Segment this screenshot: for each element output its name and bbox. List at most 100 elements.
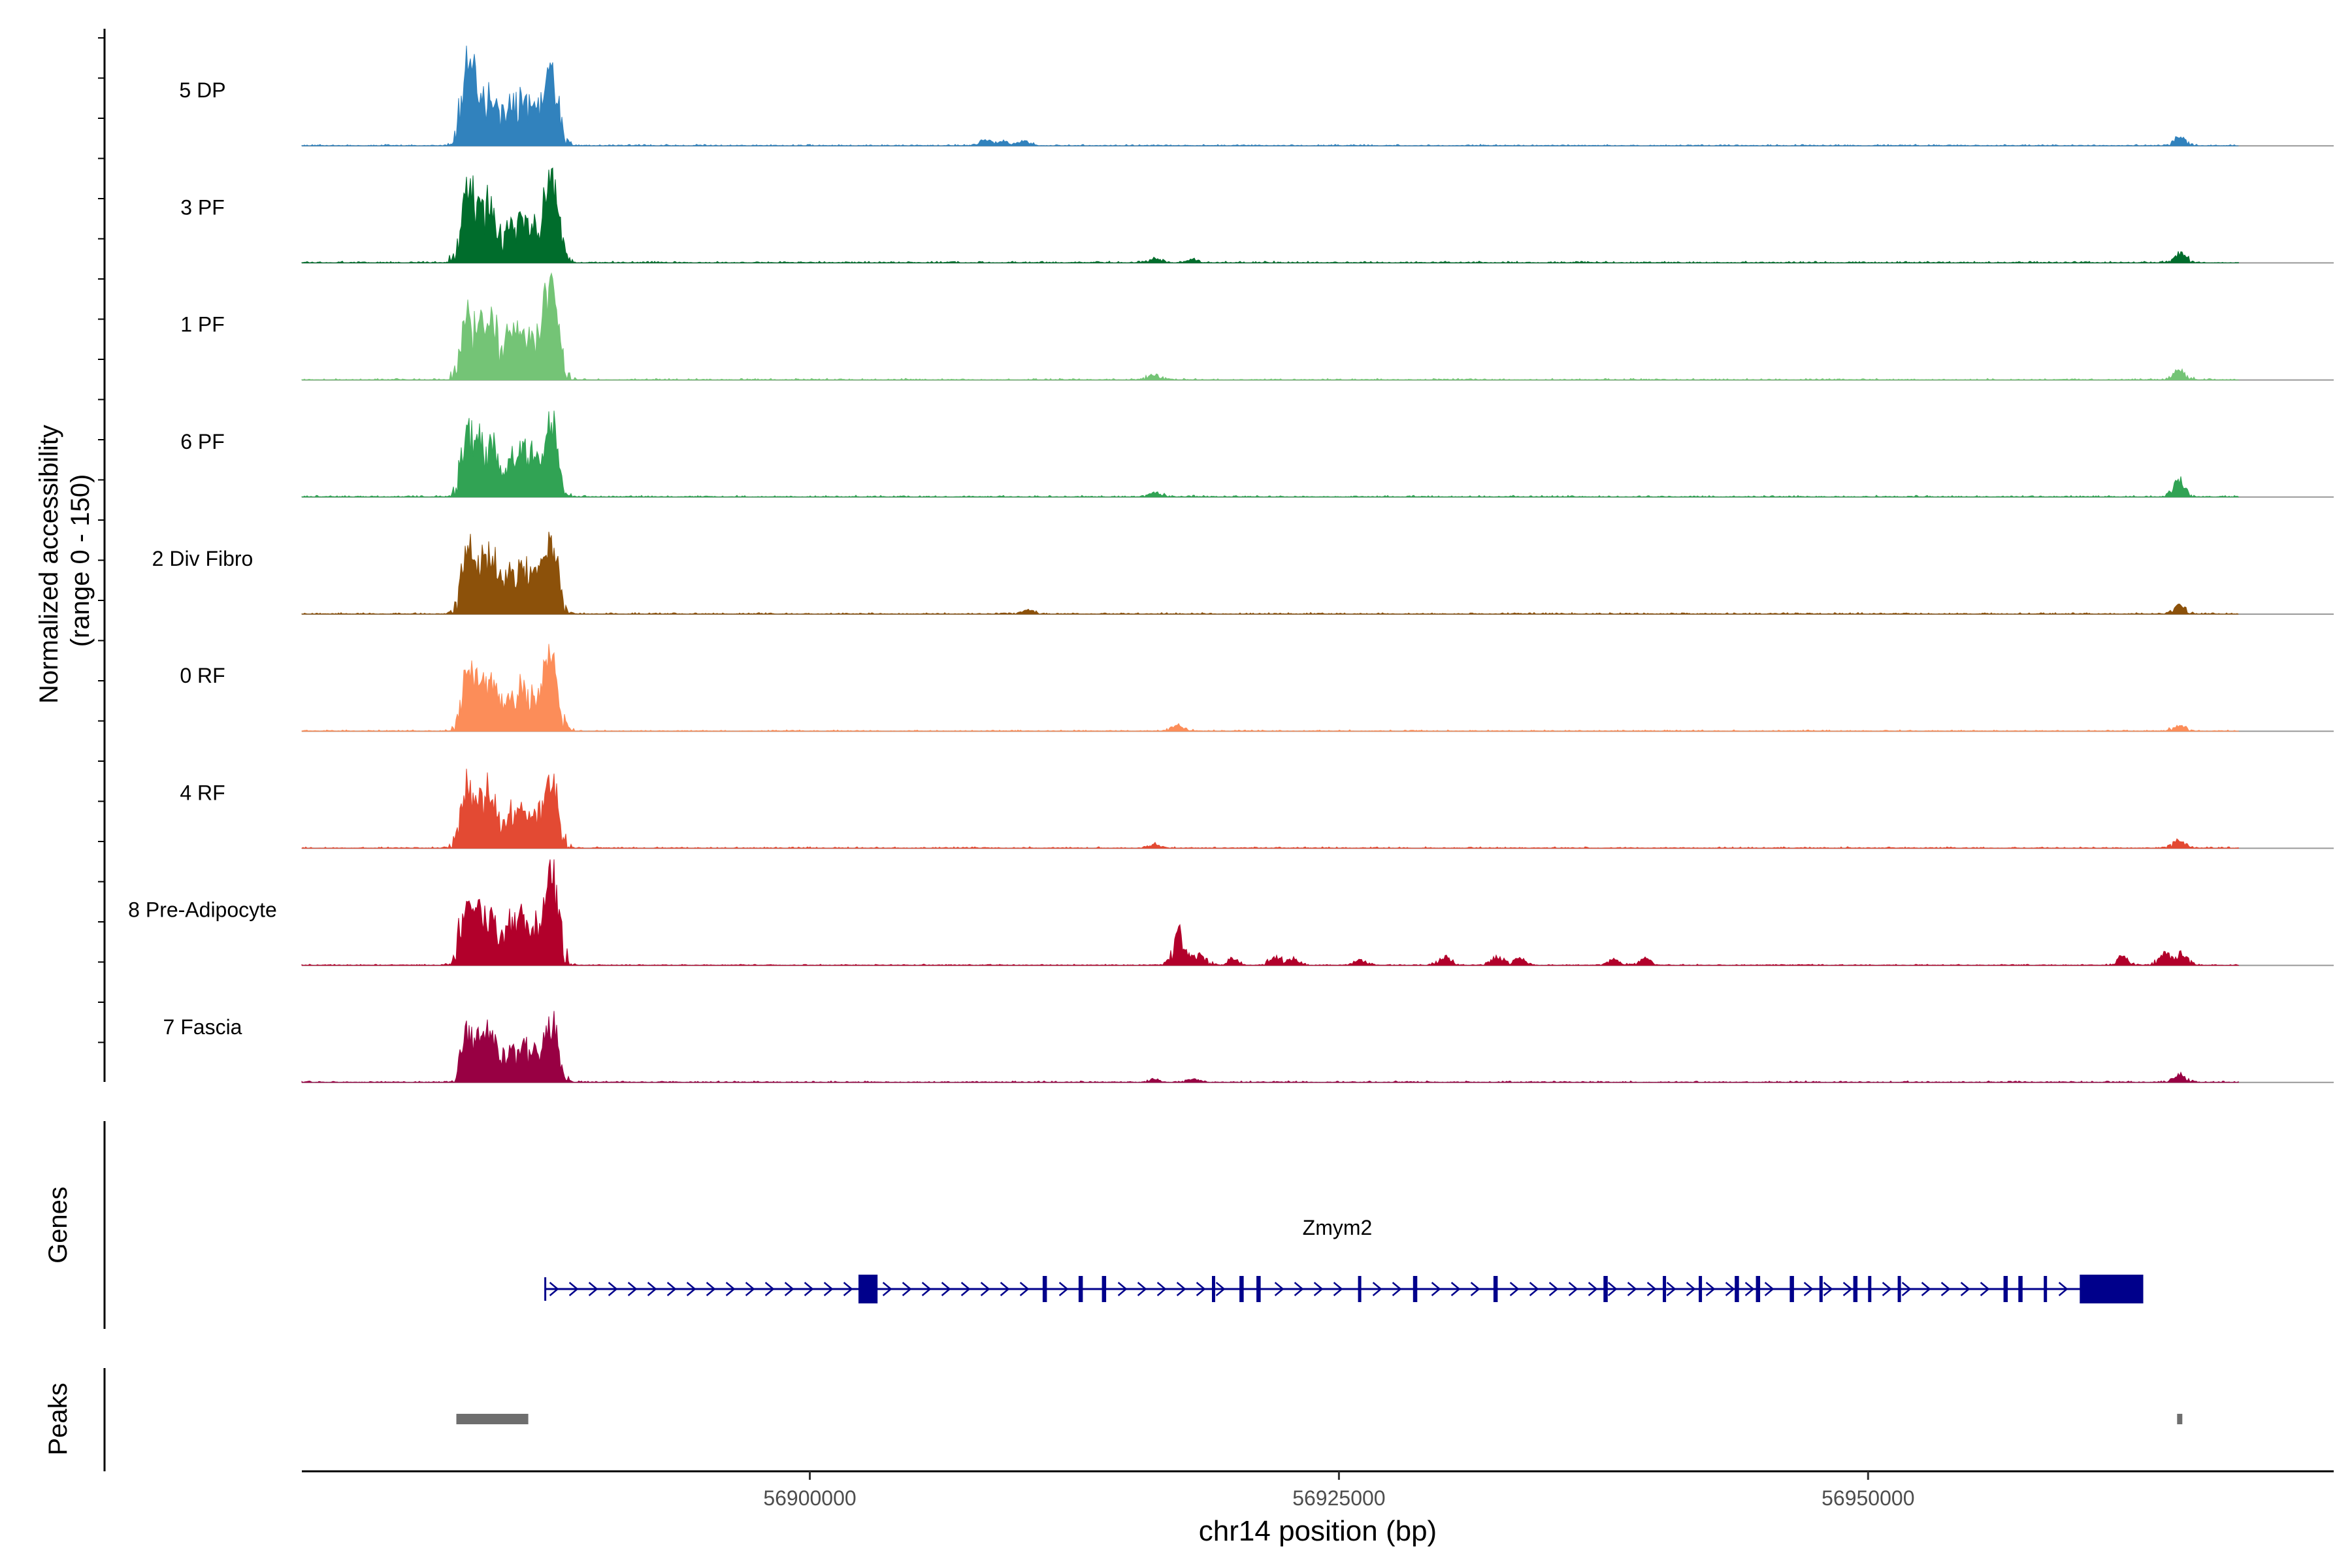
strand-arrow [843, 1282, 853, 1296]
strand-arrow [1646, 1282, 1657, 1296]
gene-exon [1853, 1276, 1858, 1302]
gene-exon [1042, 1276, 1047, 1302]
strand-arrow [549, 1282, 559, 1296]
gene-exon [1102, 1276, 1107, 1302]
y-axis-minor-ticks [98, 37, 105, 1043]
track-label: 3 PF [180, 195, 225, 219]
x-axis-ticks: 56900000 56925000 56950000 [763, 1471, 1914, 1510]
strand-arrow [1764, 1282, 1774, 1296]
strand-arrow [1901, 1282, 1912, 1296]
track-coverage [301, 768, 2239, 849]
x-axis: 56900000 56925000 56950000 chr14 position … [302, 1470, 2334, 1547]
track-1: 5 DP [179, 45, 2334, 147]
strand-arrow [823, 1282, 834, 1296]
peak-regions [456, 1414, 2183, 1424]
strand-arrow [1548, 1282, 1559, 1296]
track-9: 7 Fascia [163, 1011, 2334, 1083]
strand-arrow [1627, 1282, 1637, 1296]
strand-arrow [706, 1282, 716, 1296]
strand-arrow [1000, 1282, 1010, 1296]
track-6: 0 RF [180, 644, 2334, 732]
track-2: 3 PF [180, 167, 2334, 264]
strand-arrow [960, 1282, 971, 1296]
strand-arrow [1666, 1282, 1676, 1296]
strand-arrow [1568, 1282, 1578, 1296]
gene-name-label: Zmym2 [1303, 1216, 1373, 1239]
track-coverage [301, 531, 2239, 615]
strand-arrow [1842, 1282, 1853, 1296]
gene-exon [1735, 1276, 1739, 1302]
strand-arrow [745, 1282, 755, 1296]
track-coverage [301, 1011, 2239, 1083]
strand-arrow [1333, 1282, 1343, 1296]
strand-arrow [2058, 1282, 2068, 1296]
strand-arrow [921, 1282, 932, 1296]
strand-arrow [1803, 1282, 1814, 1296]
track-label: 7 Fascia [163, 1015, 242, 1039]
track-coverage [301, 167, 2239, 264]
gene-model [544, 1275, 2144, 1303]
gene-exon [1603, 1276, 1608, 1302]
strand-arrow [941, 1282, 951, 1296]
strand-arrow [1372, 1282, 1382, 1296]
track-label: 1 PF [180, 313, 225, 336]
peaks-panel-label: Peaks [44, 1382, 73, 1455]
gene-exon [1212, 1276, 1215, 1302]
gene-exon [1756, 1276, 1761, 1302]
y-axis-title: Normalized accessibility (range 0 - 150) [35, 417, 95, 704]
gene-exon [1868, 1276, 1872, 1302]
track-coverage [301, 45, 2239, 146]
track-8: 8 Pre-Adipocyte [128, 859, 2334, 966]
gene-exon [1699, 1276, 1703, 1302]
strand-arrow [1921, 1282, 1931, 1296]
peak-region [2177, 1414, 2183, 1424]
strand-arrow [804, 1282, 814, 1296]
strand-arrow [1431, 1282, 1441, 1296]
gene-exon [2003, 1276, 2008, 1302]
gene-exon [2080, 1275, 2144, 1303]
gene-exon [1897, 1276, 1901, 1302]
track-coverage [301, 410, 2239, 498]
x-tick-label: 56900000 [763, 1486, 856, 1510]
gene-exon [1789, 1276, 1794, 1302]
strand-arrow [1470, 1282, 1480, 1296]
track-7: 4 RF [180, 768, 2334, 849]
gene-exon [1493, 1276, 1498, 1302]
track-label: 6 PF [180, 430, 225, 453]
strand-arrow [1058, 1282, 1069, 1296]
strand-arrow [1313, 1282, 1324, 1296]
track-4: 6 PF [180, 410, 2334, 498]
gene-exon [1239, 1276, 1244, 1302]
strand-arrow [882, 1282, 892, 1296]
gene-exon [1358, 1276, 1362, 1302]
track-coverage [301, 859, 2240, 966]
x-tick-label: 56925000 [1292, 1486, 1385, 1510]
gene-exon [1413, 1276, 1418, 1302]
strand-arrow [1882, 1282, 1892, 1296]
strand-arrow [1137, 1282, 1147, 1296]
strand-arrow [1274, 1282, 1284, 1296]
x-tick-label: 56950000 [1821, 1486, 1914, 1510]
strand-arrow [1392, 1282, 1402, 1296]
track-label: 5 DP [179, 78, 225, 102]
strand-arrow [627, 1282, 638, 1296]
strand-arrow [1117, 1282, 1128, 1296]
strand-arrow [980, 1282, 990, 1296]
strand-arrow [1588, 1282, 1598, 1296]
strand-arrow [1686, 1282, 1696, 1296]
strand-arrow [1940, 1282, 1951, 1296]
genes-panel: Genes Zmym2 [44, 1121, 2144, 1329]
strand-arrow [1529, 1282, 1539, 1296]
track-coverage [301, 272, 2240, 381]
y-axis-title-line1: Normalized accessibility [35, 425, 63, 704]
track-label: 8 Pre-Adipocyte [128, 898, 277, 922]
gene-exon [1256, 1276, 1261, 1302]
strand-arrow [1725, 1282, 1735, 1296]
strand-arrow [608, 1282, 618, 1296]
gene-exon [2044, 1276, 2048, 1302]
strand-arrow [1450, 1282, 1461, 1296]
gene-exon [1663, 1276, 1667, 1302]
track-coverage [301, 644, 2240, 732]
strand-arrow [1980, 1282, 1990, 1296]
